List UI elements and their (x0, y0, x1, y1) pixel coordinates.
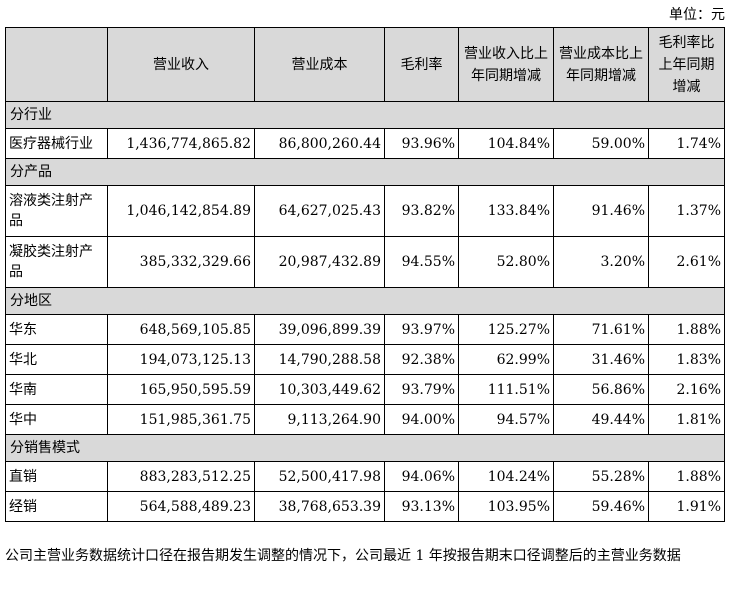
revenue-cell: 883,283,512.25 (107, 461, 255, 492)
margin-change-cell: 1.91% (648, 491, 725, 522)
revenue-change-cell: 104.84% (458, 128, 554, 159)
margin-change-cell: 1.88% (648, 461, 725, 492)
margin-cell: 93.97% (384, 314, 459, 345)
row-label: 凝胶类注射产品 (5, 236, 108, 288)
margin-change-cell: 1.81% (648, 404, 725, 435)
cost-cell: 20,987,432.89 (254, 236, 385, 288)
cost-change-cell: 31.46% (553, 344, 649, 375)
margin-change-cell: 1.83% (648, 344, 725, 375)
table-row: 经销 564,588,489.23 38,768,653.39 93.13% 1… (5, 491, 725, 522)
margin-cell: 94.55% (384, 236, 459, 288)
header-cell-blank (5, 27, 108, 102)
row-label: 溶液类注射产品 (5, 185, 108, 237)
main-business-table: 营业收入 营业成本 毛利率 营业收入比上年同期增减 营业成本比上年同期增减 毛利… (5, 27, 725, 522)
row-label: 经销 (5, 491, 108, 522)
revenue-cell: 1,046,142,854.89 (107, 185, 255, 237)
revenue-cell: 385,332,329.66 (107, 236, 255, 288)
header-gross-margin: 毛利率 (384, 27, 459, 102)
row-label: 华中 (5, 404, 108, 435)
row-label: 医疗器械行业 (5, 128, 108, 159)
revenue-change-cell: 94.57% (458, 404, 554, 435)
cost-change-cell: 49.44% (553, 404, 649, 435)
footnote: 公司主营业务数据统计口径在报告期发生调整的情况下，公司最近 1 年按报告期末口径… (5, 548, 681, 564)
revenue-cell: 1,436,774,865.82 (107, 128, 255, 159)
header-cost: 营业成本 (254, 27, 385, 102)
table-row: 直销 883,283,512.25 52,500,417.98 94.06% 1… (5, 461, 725, 492)
section-row-region: 分地区 (5, 287, 725, 315)
table-row: 溶液类注射产品 1,046,142,854.89 64,627,025.43 9… (5, 185, 725, 237)
header-revenue: 营业收入 (107, 27, 255, 102)
cost-change-cell: 55.28% (553, 461, 649, 492)
cost-cell: 39,096,899.39 (254, 314, 385, 345)
header-margin-change: 毛利率比上年同期增减 (648, 27, 725, 102)
revenue-change-cell: 103.95% (458, 491, 554, 522)
cost-change-cell: 59.46% (553, 491, 649, 522)
row-label: 华东 (5, 314, 108, 345)
section-title: 分产品 (5, 158, 725, 186)
revenue-change-cell: 104.24% (458, 461, 554, 492)
margin-cell: 93.96% (384, 128, 459, 159)
table-row: 华中 151,985,361.75 9,113,264.90 94.00% 94… (5, 404, 725, 435)
revenue-cell: 648,569,105.85 (107, 314, 255, 345)
margin-change-cell: 1.74% (648, 128, 725, 159)
cost-cell: 9,113,264.90 (254, 404, 385, 435)
revenue-cell: 151,985,361.75 (107, 404, 255, 435)
margin-cell: 93.79% (384, 374, 459, 405)
unit-label: 单位：元 (669, 7, 725, 23)
cost-change-cell: 56.86% (553, 374, 649, 405)
margin-change-cell: 2.16% (648, 374, 725, 405)
revenue-change-cell: 111.51% (458, 374, 554, 405)
margin-cell: 94.00% (384, 404, 459, 435)
table-row: 华南 165,950,595.59 10,303,449.62 93.79% 1… (5, 374, 725, 405)
cost-cell: 38,768,653.39 (254, 491, 385, 522)
table-row: 医疗器械行业 1,436,774,865.82 86,800,260.44 93… (5, 128, 725, 159)
margin-cell: 93.82% (384, 185, 459, 237)
row-label: 华北 (5, 344, 108, 375)
section-row-industry: 分行业 (5, 101, 725, 129)
revenue-change-cell: 125.27% (458, 314, 554, 345)
cost-change-cell: 71.61% (553, 314, 649, 345)
section-row-sales-model: 分销售模式 (5, 434, 725, 462)
margin-cell: 94.06% (384, 461, 459, 492)
margin-cell: 93.13% (384, 491, 459, 522)
table-row: 华东 648,569,105.85 39,096,899.39 93.97% 1… (5, 314, 725, 345)
margin-change-cell: 2.61% (648, 236, 725, 288)
revenue-change-cell: 62.99% (458, 344, 554, 375)
revenue-change-cell: 52.80% (458, 236, 554, 288)
cost-cell: 10,303,449.62 (254, 374, 385, 405)
table-header-row: 营业收入 营业成本 毛利率 营业收入比上年同期增减 营业成本比上年同期增减 毛利… (5, 27, 725, 102)
cost-cell: 64,627,025.43 (254, 185, 385, 237)
revenue-cell: 194,073,125.13 (107, 344, 255, 375)
margin-cell: 92.38% (384, 344, 459, 375)
section-row-product: 分产品 (5, 158, 725, 186)
cost-change-cell: 3.20% (553, 236, 649, 288)
margin-change-cell: 1.37% (648, 185, 725, 237)
revenue-change-cell: 133.84% (458, 185, 554, 237)
margin-change-cell: 1.88% (648, 314, 725, 345)
section-title: 分销售模式 (5, 434, 725, 462)
cost-cell: 52,500,417.98 (254, 461, 385, 492)
row-label: 华南 (5, 374, 108, 405)
section-title: 分地区 (5, 287, 725, 315)
header-cost-change: 营业成本比上年同期增减 (553, 27, 649, 102)
table-row: 凝胶类注射产品 385,332,329.66 20,987,432.89 94.… (5, 236, 725, 288)
table-row: 华北 194,073,125.13 14,790,288.58 92.38% 6… (5, 344, 725, 375)
cost-cell: 14,790,288.58 (254, 344, 385, 375)
cost-cell: 86,800,260.44 (254, 128, 385, 159)
section-title: 分行业 (5, 101, 725, 129)
header-revenue-change: 营业收入比上年同期增减 (458, 27, 554, 102)
cost-change-cell: 59.00% (553, 128, 649, 159)
revenue-cell: 564,588,489.23 (107, 491, 255, 522)
row-label: 直销 (5, 461, 108, 492)
revenue-cell: 165,950,595.59 (107, 374, 255, 405)
cost-change-cell: 91.46% (553, 185, 649, 237)
